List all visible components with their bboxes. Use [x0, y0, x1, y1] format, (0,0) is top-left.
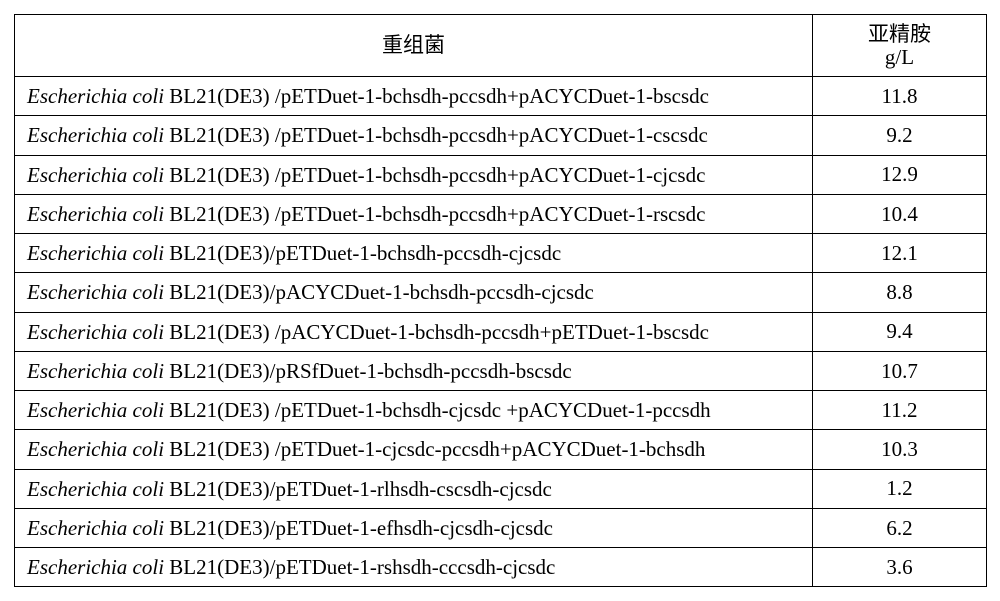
table-row: Escherichia coli BL21(DE3)/pETDuet-1-efh… — [15, 508, 987, 547]
table-row: Escherichia coli BL21(DE3)/pETDuet-1-rlh… — [15, 469, 987, 508]
value-cell: 9.2 — [813, 116, 987, 155]
value-cell: 11.2 — [813, 391, 987, 430]
strain-cell: Escherichia coli BL21(DE3) /pACYCDuet-1-… — [15, 312, 813, 351]
strain-cell: Escherichia coli BL21(DE3)/pETDuet-1-efh… — [15, 508, 813, 547]
strain-rest: BL21(DE3)/pETDuet-1-bchsdh-pccsdh-cjcsdc — [169, 241, 561, 265]
strain-italic: Escherichia coli — [27, 123, 169, 147]
table-row: Escherichia coli BL21(DE3) /pETDuet-1-cj… — [15, 430, 987, 469]
table-row: Escherichia coli BL21(DE3) /pACYCDuet-1-… — [15, 312, 987, 351]
table-header-row: 重组菌 亚精胺 g/L — [15, 15, 987, 77]
header-value-line1: 亚精胺 — [868, 22, 931, 46]
strain-italic: Escherichia coli — [27, 241, 169, 265]
value-cell: 12.9 — [813, 155, 987, 194]
value-cell: 10.4 — [813, 194, 987, 233]
header-value-line2: g/L — [885, 45, 914, 69]
value-cell: 10.3 — [813, 430, 987, 469]
value-cell: 9.4 — [813, 312, 987, 351]
strain-cell: Escherichia coli BL21(DE3) /pETDuet-1-bc… — [15, 77, 813, 116]
strain-cell: Escherichia coli BL21(DE3) /pETDuet-1-bc… — [15, 155, 813, 194]
strain-italic: Escherichia coli — [27, 359, 169, 383]
header-strain: 重组菌 — [15, 15, 813, 77]
table-row: Escherichia coli BL21(DE3)/pRSfDuet-1-bc… — [15, 351, 987, 390]
strain-italic: Escherichia coli — [27, 437, 169, 461]
strain-cell: Escherichia coli BL21(DE3)/pETDuet-1-rlh… — [15, 469, 813, 508]
strain-cell: Escherichia coli BL21(DE3)/pETDuet-1-rsh… — [15, 548, 813, 587]
table-row: Escherichia coli BL21(DE3)/pETDuet-1-bch… — [15, 234, 987, 273]
table-row: Escherichia coli BL21(DE3)/pETDuet-1-rsh… — [15, 548, 987, 587]
strain-rest: BL21(DE3) /pETDuet-1-bchsdh-pccsdh+pACYC… — [169, 202, 705, 226]
strain-italic: Escherichia coli — [27, 163, 169, 187]
value-cell: 3.6 — [813, 548, 987, 587]
strain-italic: Escherichia coli — [27, 555, 169, 579]
strain-italic: Escherichia coli — [27, 84, 169, 108]
table-row: Escherichia coli BL21(DE3) /pETDuet-1-bc… — [15, 155, 987, 194]
strain-italic: Escherichia coli — [27, 477, 169, 501]
strain-rest: BL21(DE3)/pETDuet-1-rlhsdh-cscsdh-cjcsdc — [169, 477, 552, 501]
strain-cell: Escherichia coli BL21(DE3) /pETDuet-1-bc… — [15, 116, 813, 155]
strain-rest: BL21(DE3)/pETDuet-1-rshsdh-cccsdh-cjcsdc — [169, 555, 555, 579]
strain-rest: BL21(DE3) /pACYCDuet-1-bchsdh-pccsdh+pET… — [169, 320, 709, 344]
strain-table: 重组菌 亚精胺 g/L Escherichia coli BL21(DE3) /… — [14, 14, 987, 587]
strain-rest: BL21(DE3)/pACYCDuet-1-bchsdh-pccsdh-cjcs… — [169, 280, 594, 304]
table-row: Escherichia coli BL21(DE3)/pACYCDuet-1-b… — [15, 273, 987, 312]
strain-rest: BL21(DE3) /pETDuet-1-bchsdh-pccsdh+pACYC… — [169, 163, 705, 187]
table-row: Escherichia coli BL21(DE3) /pETDuet-1-bc… — [15, 77, 987, 116]
value-cell: 8.8 — [813, 273, 987, 312]
strain-cell: Escherichia coli BL21(DE3)/pRSfDuet-1-bc… — [15, 351, 813, 390]
strain-italic: Escherichia coli — [27, 280, 169, 304]
header-value: 亚精胺 g/L — [813, 15, 987, 77]
strain-rest: BL21(DE3) /pETDuet-1-bchsdh-pccsdh+pACYC… — [169, 123, 707, 147]
strain-rest: BL21(DE3)/pRSfDuet-1-bchsdh-pccsdh-bscsd… — [169, 359, 571, 383]
value-cell: 1.2 — [813, 469, 987, 508]
strain-cell: Escherichia coli BL21(DE3) /pETDuet-1-bc… — [15, 391, 813, 430]
strain-rest: BL21(DE3) /pETDuet-1-cjcsdc-pccsdh+pACYC… — [169, 437, 705, 461]
strain-italic: Escherichia coli — [27, 320, 169, 344]
strain-rest: BL21(DE3)/pETDuet-1-efhsdh-cjcsdh-cjcsdc — [169, 516, 553, 540]
value-cell: 11.8 — [813, 77, 987, 116]
value-cell: 6.2 — [813, 508, 987, 547]
strain-cell: Escherichia coli BL21(DE3)/pACYCDuet-1-b… — [15, 273, 813, 312]
strain-cell: Escherichia coli BL21(DE3)/pETDuet-1-bch… — [15, 234, 813, 273]
strain-cell: Escherichia coli BL21(DE3) /pETDuet-1-cj… — [15, 430, 813, 469]
table-row: Escherichia coli BL21(DE3) /pETDuet-1-bc… — [15, 116, 987, 155]
strain-italic: Escherichia coli — [27, 398, 169, 422]
strain-italic: Escherichia coli — [27, 202, 169, 226]
strain-cell: Escherichia coli BL21(DE3) /pETDuet-1-bc… — [15, 194, 813, 233]
strain-italic: Escherichia coli — [27, 516, 169, 540]
table-row: Escherichia coli BL21(DE3) /pETDuet-1-bc… — [15, 194, 987, 233]
table-row: Escherichia coli BL21(DE3) /pETDuet-1-bc… — [15, 391, 987, 430]
strain-rest: BL21(DE3) /pETDuet-1-bchsdh-cjcsdc +pACY… — [169, 398, 710, 422]
value-cell: 10.7 — [813, 351, 987, 390]
value-cell: 12.1 — [813, 234, 987, 273]
strain-rest: BL21(DE3) /pETDuet-1-bchsdh-pccsdh+pACYC… — [169, 84, 709, 108]
